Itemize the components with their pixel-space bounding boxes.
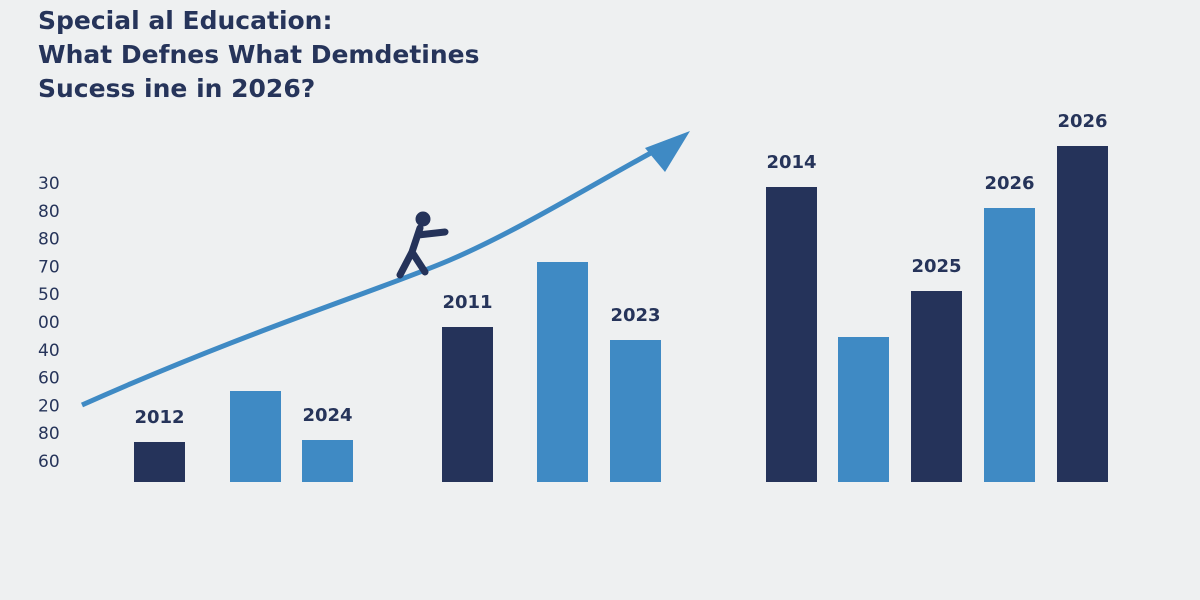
title-line: Sucess ine in 2026?	[38, 74, 315, 103]
axis-text: 20	[38, 396, 60, 416]
title-line: Special al Education:	[38, 6, 332, 35]
bar-label: 2011	[442, 292, 492, 313]
axis-text: 00	[38, 313, 60, 333]
bar-label: 2026	[1057, 111, 1107, 132]
climber-figure	[396, 211, 449, 279]
axis-text: 70	[38, 257, 60, 277]
bar	[838, 337, 889, 482]
axis-text: 80	[38, 424, 60, 444]
bar-label: 2023	[610, 305, 660, 326]
axis-text: 80	[38, 230, 60, 250]
axis-text: 30	[38, 174, 60, 194]
axis-text: 50	[38, 285, 60, 305]
axis-text: 60	[38, 369, 60, 389]
axis-text: 40	[38, 341, 60, 361]
bar	[442, 327, 493, 482]
bar-label: 2026	[984, 173, 1034, 194]
bar	[230, 391, 281, 482]
bar	[302, 440, 353, 482]
bar	[984, 208, 1035, 482]
axis-text: 60	[38, 452, 60, 472]
bar-label: 2024	[302, 405, 352, 426]
bar	[766, 187, 817, 482]
arrow-head	[645, 131, 690, 172]
axis-text: 80	[38, 202, 60, 222]
bar-label: 2012	[134, 407, 184, 428]
bar-label: 2025	[911, 256, 961, 277]
bar	[537, 262, 588, 482]
bar	[610, 340, 661, 482]
bar	[134, 442, 185, 482]
bar-label: 2014	[766, 152, 816, 173]
bar	[911, 291, 962, 482]
trend-arrow	[80, 145, 662, 408]
title-line: What Defnes What Demdetines	[38, 40, 479, 69]
bar	[1057, 146, 1108, 482]
